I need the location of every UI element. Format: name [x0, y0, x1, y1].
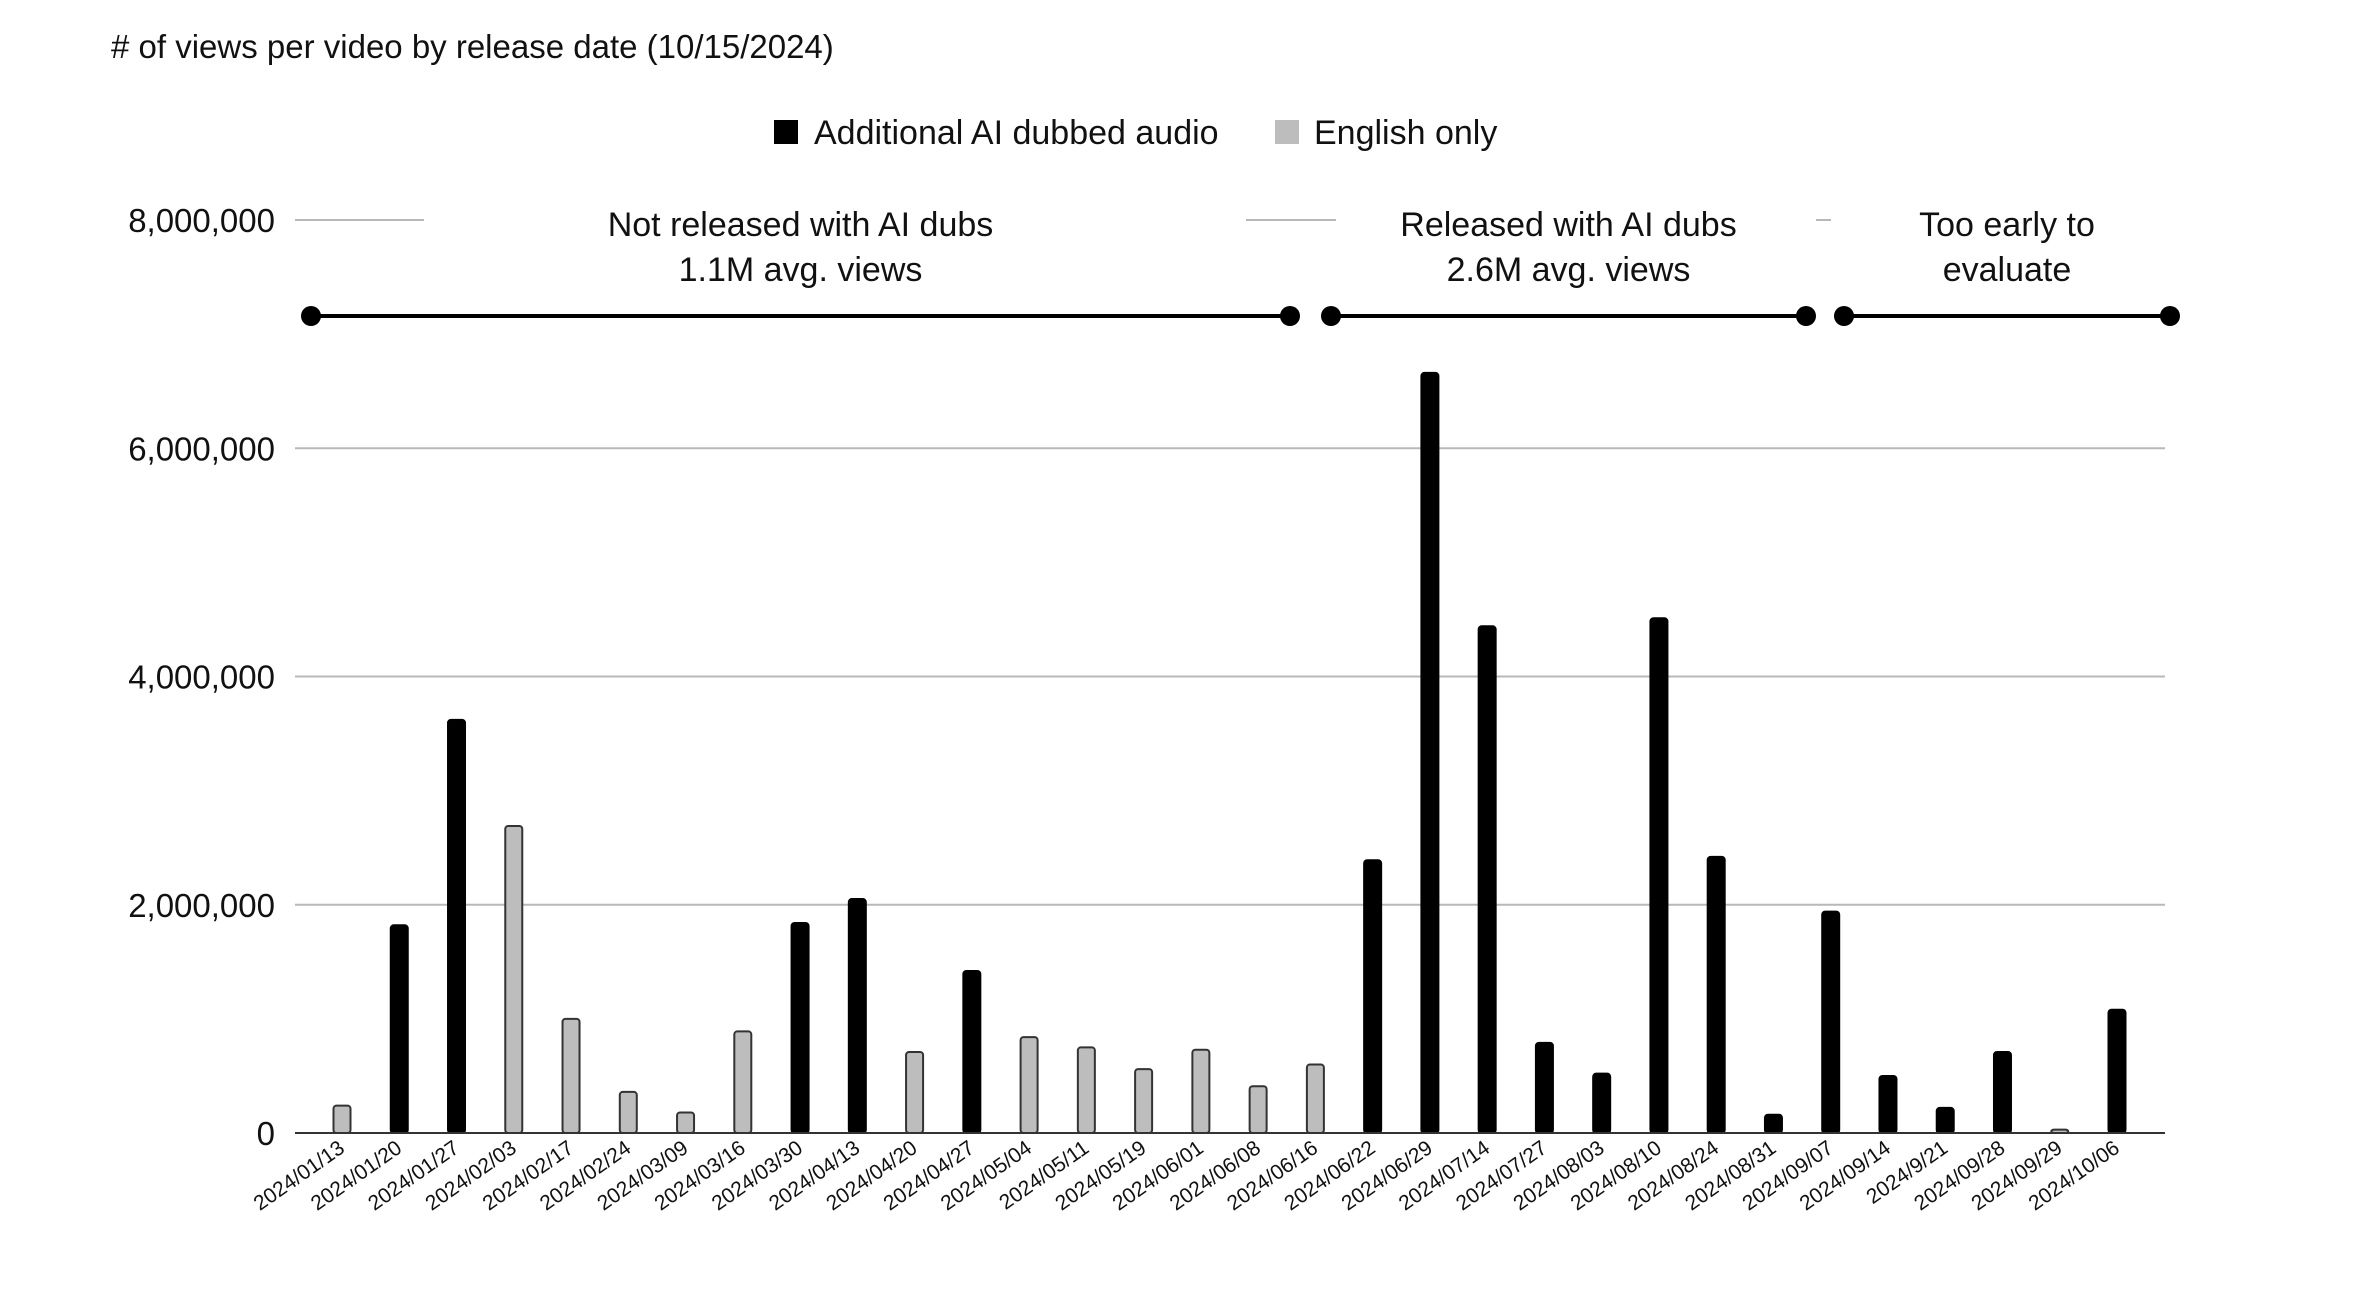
bar-ai-dubbed: [447, 718, 467, 1134]
bar-ai-dubbed: [389, 924, 409, 1134]
legend-swatch-english-only: [1275, 120, 1299, 144]
bar-ai-dubbed: [790, 922, 810, 1135]
period-bracket-end: [1280, 306, 1300, 326]
chart-title: # of views per video by release date (10…: [111, 28, 834, 65]
legend-label-ai-dubbed: Additional AI dubbed audio: [814, 114, 1219, 152]
legend-swatch-ai-dubbed: [774, 120, 798, 144]
period-annotations: Not released with AI dubs 1.1M avg. views…: [301, 206, 2180, 326]
bar-ai-dubbed: [1878, 1074, 1898, 1134]
period-bracket-end: [1796, 306, 1816, 326]
bar-ai-dubbed: [2107, 1008, 2127, 1134]
period-label: Not released with AI dubs: [608, 206, 994, 244]
bar-english-only: [561, 1017, 581, 1134]
period-sublabel: 1.1M avg. views: [679, 251, 923, 289]
bar-english-only: [676, 1111, 696, 1135]
period-bracket-start: [1321, 306, 1341, 326]
bar-ai-dubbed: [1649, 617, 1669, 1134]
bar-english-only: [1191, 1048, 1211, 1134]
bar-ai-dubbed: [962, 969, 982, 1134]
bar-english-only: [1134, 1068, 1154, 1134]
legend: Additional AI dubbed audio English only: [774, 114, 1497, 152]
period-bracket-end: [2160, 306, 2180, 326]
period-sublabel: evaluate: [1943, 251, 2072, 289]
y-axis-ticks: 0 2,000,000 4,000,000 6,000,000 8,000,000: [128, 202, 275, 1152]
y-tick-label: 6,000,000: [128, 430, 275, 467]
bar-ai-dubbed: [1592, 1072, 1612, 1135]
bar-english-only: [1019, 1036, 1039, 1135]
y-tick-label: 0: [257, 1115, 275, 1152]
gridlines: [295, 219, 2165, 906]
bar-ai-dubbed: [1763, 1113, 1783, 1134]
bar-ai-dubbed: [1477, 625, 1497, 1134]
bar-ai-dubbed: [1935, 1106, 1955, 1134]
bar-english-only: [332, 1104, 352, 1134]
bar-ai-dubbed: [1992, 1050, 2012, 1134]
bar-english-only: [905, 1050, 925, 1134]
legend-label-english-only: English only: [1314, 114, 1497, 152]
bar-english-only: [618, 1090, 638, 1135]
bar-english-only: [733, 1030, 753, 1134]
bar-english-only: [504, 825, 524, 1134]
bars: [332, 371, 2127, 1135]
period-sublabel: 2.6M avg. views: [1447, 251, 1691, 289]
period-bracket-start: [301, 306, 321, 326]
bar-ai-dubbed: [1706, 855, 1726, 1134]
bar-english-only: [1305, 1063, 1325, 1135]
bar-ai-dubbed: [1420, 371, 1440, 1134]
bar-ai-dubbed: [1534, 1041, 1554, 1135]
period-label: Released with AI dubs: [1400, 206, 1736, 244]
bar-ai-dubbed: [1821, 910, 1841, 1134]
bar-ai-dubbed: [847, 898, 867, 1135]
period-label: Too early to: [1919, 206, 2095, 244]
y-tick-label: 8,000,000: [128, 202, 275, 239]
period-bracket-start: [1834, 306, 1854, 326]
bar-english-only: [1248, 1085, 1268, 1134]
y-tick-label: 2,000,000: [128, 887, 275, 924]
y-tick-label: 4,000,000: [128, 659, 275, 696]
x-axis-ticks: 2024/01/132024/01/202024/01/272024/02/03…: [250, 1136, 2124, 1215]
bar-english-only: [1076, 1046, 1096, 1134]
bar-ai-dubbed: [1363, 859, 1383, 1135]
